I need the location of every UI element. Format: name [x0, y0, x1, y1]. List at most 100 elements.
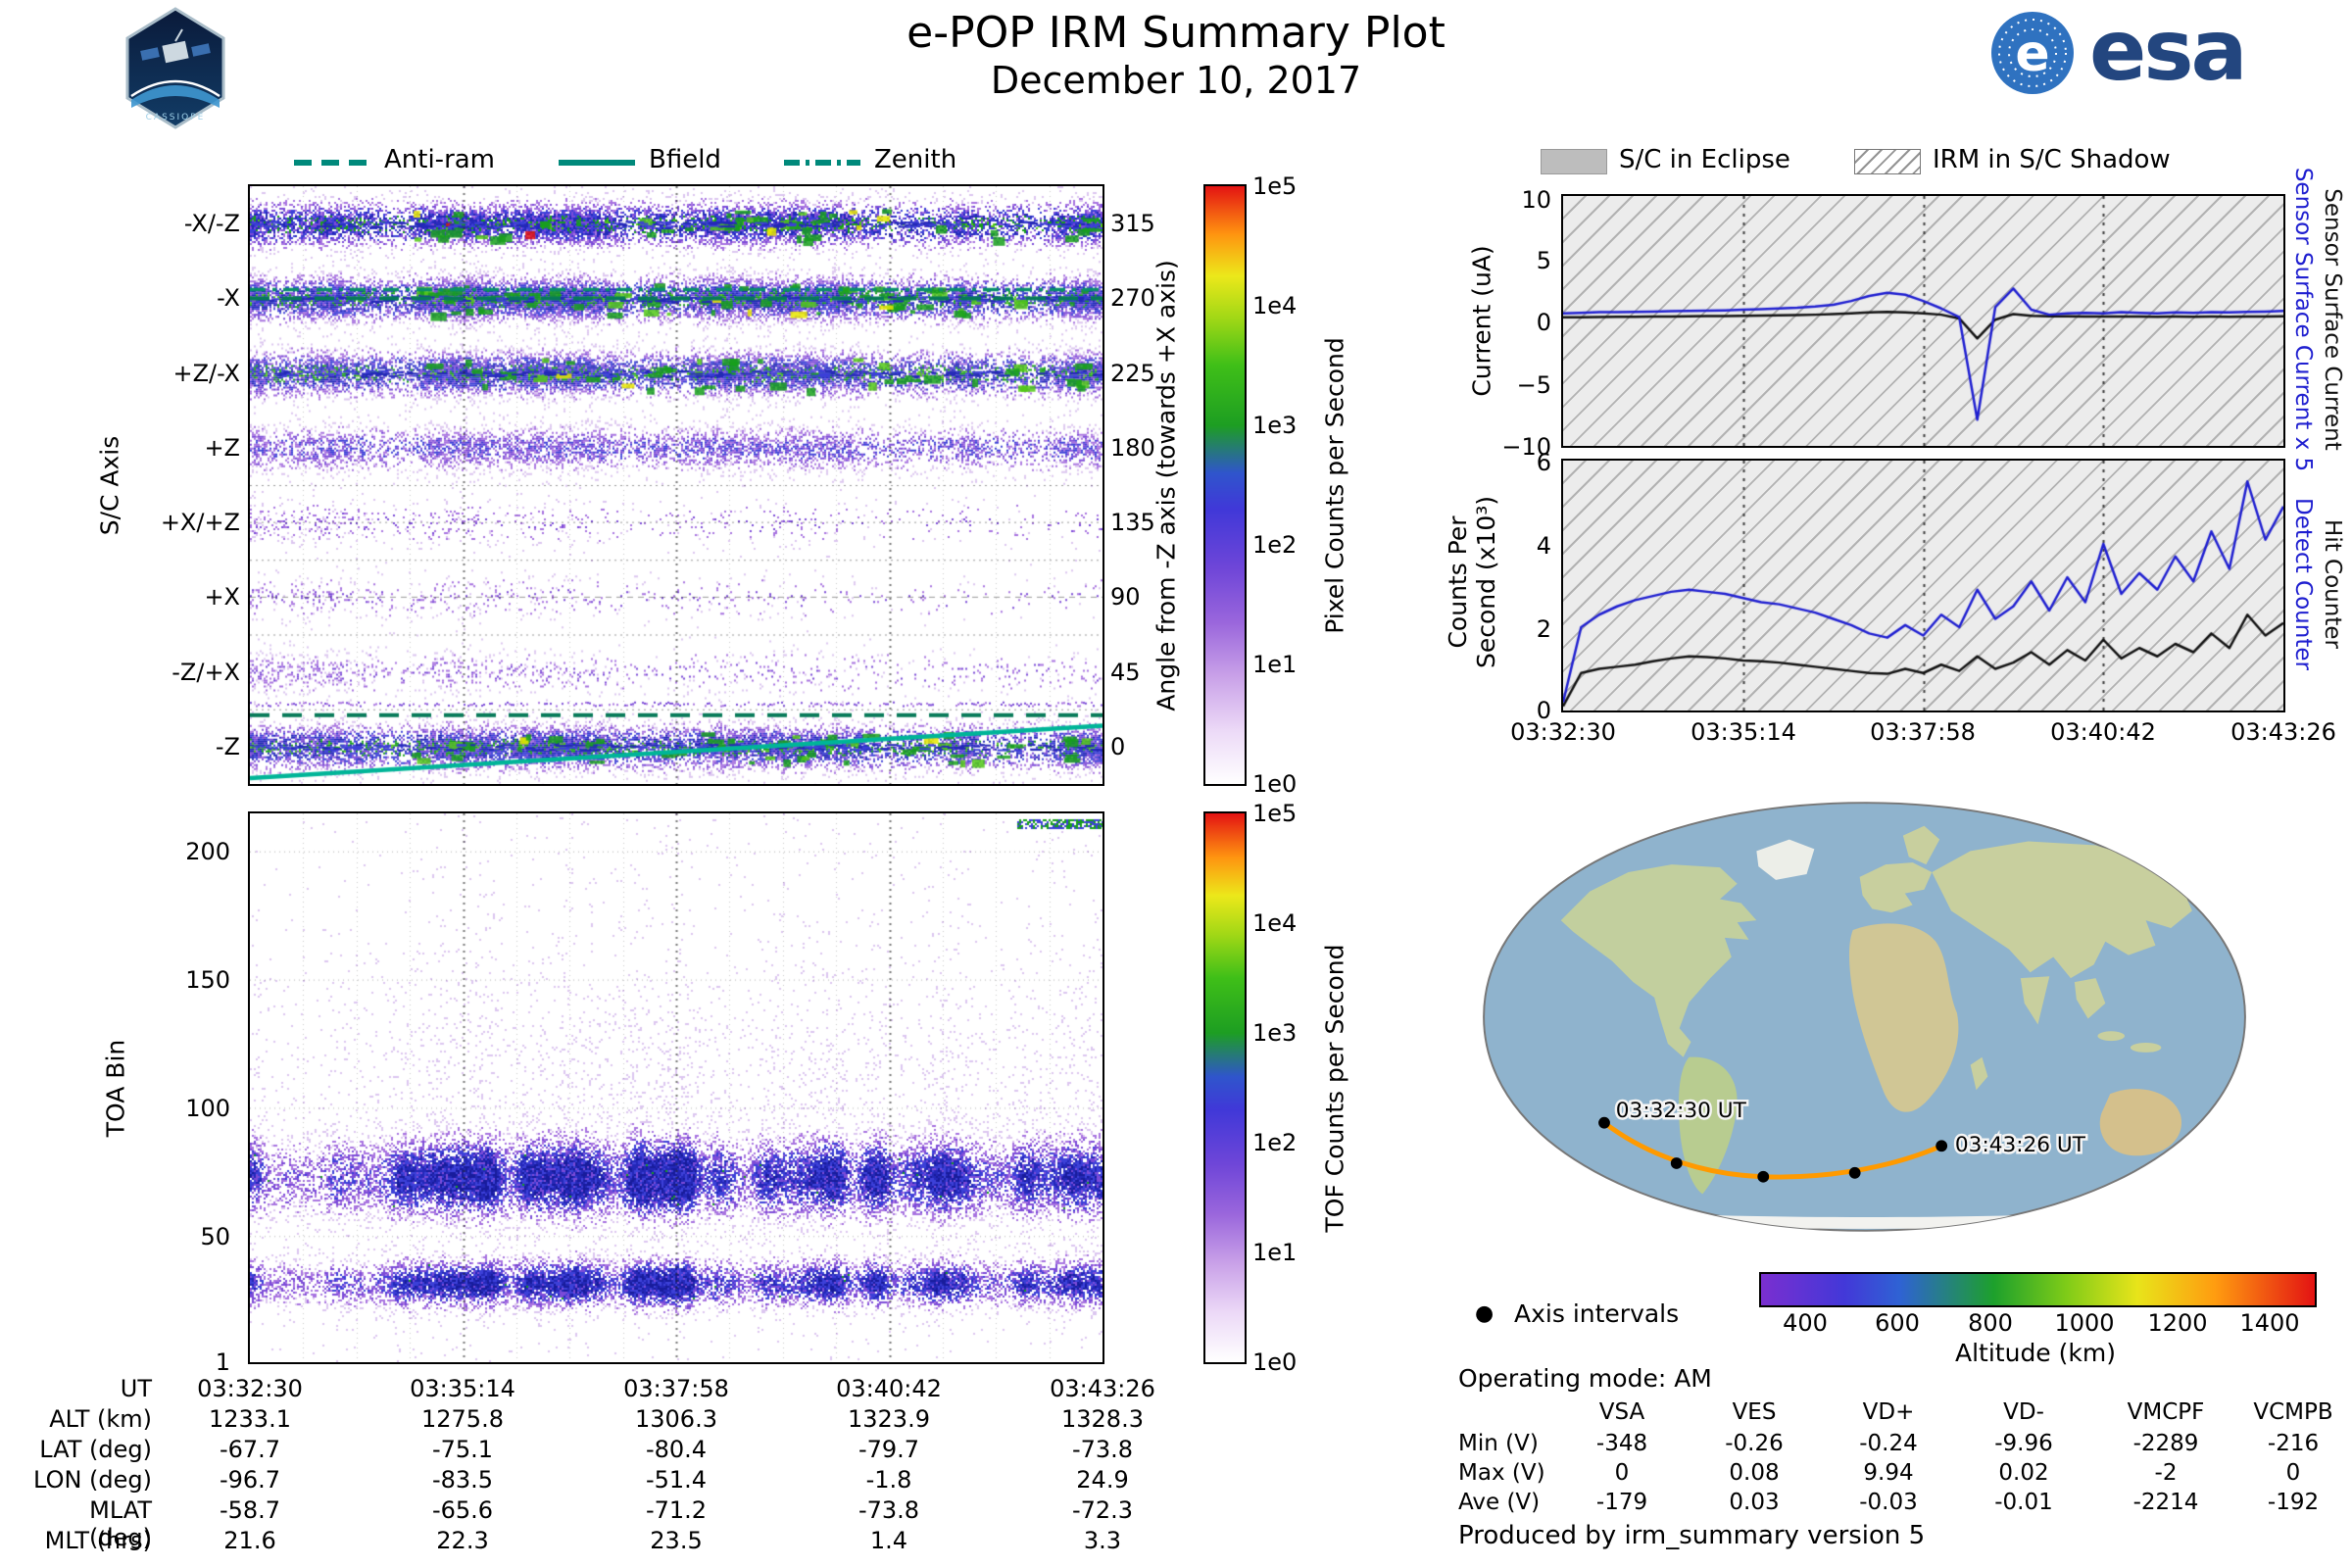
esa-logo-globe-icon: e [1991, 12, 2074, 94]
pixel-colorbar-label: Pixel Counts per Second [1320, 337, 1349, 634]
volt-cell: -2214 [2132, 1490, 2199, 1515]
eclipse-swatch-icon [1541, 149, 1607, 174]
volt-row-label: Ave (V) [1458, 1490, 1541, 1515]
orbit-marker [1598, 1116, 1610, 1129]
eph-cell: 03:32:30 [197, 1375, 303, 1402]
axis-cat-label: -X/-Z [183, 210, 240, 237]
cassiope-mission-logo: CASSIOPE [125, 7, 225, 129]
eph-cell: -1.8 [865, 1466, 912, 1494]
angle-tick: 0 [1110, 733, 1126, 760]
eph-cell: -83.5 [431, 1466, 494, 1494]
counts-ytick: 2 [1536, 615, 1551, 643]
eph-cell: -79.7 [858, 1436, 920, 1463]
cbar-tick: 1e4 [1252, 909, 1298, 937]
tof-colorbar-label: TOF Counts per Second [1320, 944, 1349, 1233]
counters-panel [1561, 459, 2285, 712]
angle-tick: 45 [1110, 659, 1141, 686]
volt-col-header: VES [1732, 1399, 1777, 1425]
volt-cell: 0.02 [1998, 1460, 2049, 1486]
eph-cell: -73.8 [858, 1496, 920, 1524]
cbar-tick: 1e3 [1252, 412, 1298, 439]
alt-tick: 600 [1875, 1309, 1920, 1337]
volt-cell: -2 [2154, 1460, 2178, 1486]
current-ytick: −10 [1501, 433, 1551, 461]
toa-tick: 150 [185, 966, 230, 994]
orbit-start-label: 03:32:30 UT [1616, 1099, 1747, 1123]
toa-tick: 50 [200, 1223, 230, 1250]
eph-cell: -58.7 [219, 1496, 281, 1524]
legend-eclipse-label: S/C in Eclipse [1619, 145, 1790, 174]
eph-cell: 1328.3 [1061, 1405, 1144, 1433]
counts-ylabel-line1: Counts Per [1444, 515, 1472, 649]
time-xtick: 03:35:14 [1690, 718, 1796, 746]
produced-by-note: Produced by irm_summary version 5 [1458, 1521, 1926, 1550]
volt-row-label: Max (V) [1458, 1460, 1545, 1486]
eph-row-label: LON (deg) [33, 1466, 152, 1494]
eph-row-label: MLT (hrs) [44, 1527, 152, 1554]
legend-zenith-label: Zenith [874, 145, 957, 174]
angle-tick: 135 [1110, 509, 1155, 536]
tof-colorbar [1203, 811, 1247, 1364]
alt-tick: 1000 [2054, 1309, 2115, 1337]
eph-cell: 1306.3 [635, 1405, 717, 1433]
axis-intervals-label: Axis intervals [1514, 1299, 1680, 1328]
legend-bfield-label: Bfield [649, 145, 721, 174]
eph-cell: 03:37:58 [623, 1375, 729, 1402]
volt-cell: -2289 [2132, 1431, 2199, 1456]
axis-cat-label: -Z [215, 733, 240, 760]
current-ytick: 10 [1521, 186, 1551, 214]
time-xtick: 03:32:30 [1510, 718, 1616, 746]
toa-bin-ylabel: TOA Bin [101, 1039, 130, 1138]
axis-cat-label: -X [217, 284, 240, 312]
toa-spectrogram-canvas [250, 813, 1102, 1362]
axis-cat-label: +Z [204, 434, 240, 462]
legend-shadow-label: IRM in S/C Shadow [1933, 145, 2171, 174]
volt-cell: -0.03 [1859, 1490, 1918, 1515]
counts-ytick: 4 [1536, 532, 1551, 560]
eph-cell: 1233.1 [209, 1405, 291, 1433]
eph-cell: 1275.8 [421, 1405, 504, 1433]
eph-row-label: LAT (deg) [39, 1436, 152, 1463]
altitude-colorbar [1759, 1272, 2317, 1307]
volt-cell: -348 [1595, 1431, 1648, 1456]
cbar-tick: 1e1 [1252, 651, 1298, 678]
cbar-tick: 1e4 [1252, 292, 1298, 319]
cassiope-logo-text: CASSIOPE [146, 113, 206, 122]
alt-tick: 1400 [2239, 1309, 2300, 1337]
eph-cell: -80.4 [645, 1436, 708, 1463]
toa-tick: 1 [215, 1348, 230, 1376]
time-xtick: 03:37:58 [1870, 718, 1976, 746]
counts-ytick: 0 [1536, 697, 1551, 724]
eph-cell: -65.6 [431, 1496, 494, 1524]
cbar-tick: 1e1 [1252, 1239, 1298, 1266]
eph-cell: 22.3 [436, 1527, 489, 1554]
axis-intervals-dot-icon: ● [1475, 1301, 1494, 1326]
esa-wordmark: esa [2089, 2, 2248, 100]
volt-cell: -0.24 [1859, 1431, 1918, 1456]
volt-cell: -0.01 [1994, 1490, 2053, 1515]
eph-cell: -96.7 [219, 1466, 281, 1494]
angle-tick: 180 [1110, 434, 1155, 462]
current-chart-canvas [1563, 196, 2283, 446]
time-xtick: 03:40:42 [2050, 718, 2156, 746]
volt-cell: -0.26 [1725, 1431, 1784, 1456]
eph-cell: 3.3 [1083, 1527, 1122, 1554]
cbar-tick: 1e2 [1252, 1129, 1298, 1156]
angle-tick: 90 [1110, 583, 1141, 611]
volt-row-label: Min (V) [1458, 1431, 1539, 1456]
shadow-swatch-icon [1854, 149, 1921, 174]
counts-ytick: 6 [1536, 449, 1551, 476]
eph-cell: -67.7 [219, 1436, 281, 1463]
cbar-tick: 1e5 [1252, 172, 1298, 200]
time-xtick: 03:43:26 [2230, 718, 2336, 746]
eph-row-label: MLAT (deg) [89, 1496, 152, 1551]
volt-col-header: VSA [1598, 1399, 1645, 1425]
eph-cell: -72.3 [1071, 1496, 1134, 1524]
alt-tick: 400 [1783, 1309, 1828, 1337]
sc-axis-spectrogram-panel [248, 184, 1104, 786]
eph-cell: -71.2 [645, 1496, 708, 1524]
angle-tick: 225 [1110, 360, 1155, 387]
toa-tick: 100 [185, 1095, 230, 1122]
orbit-end-label: 03:43:26 UT [1955, 1133, 2086, 1157]
